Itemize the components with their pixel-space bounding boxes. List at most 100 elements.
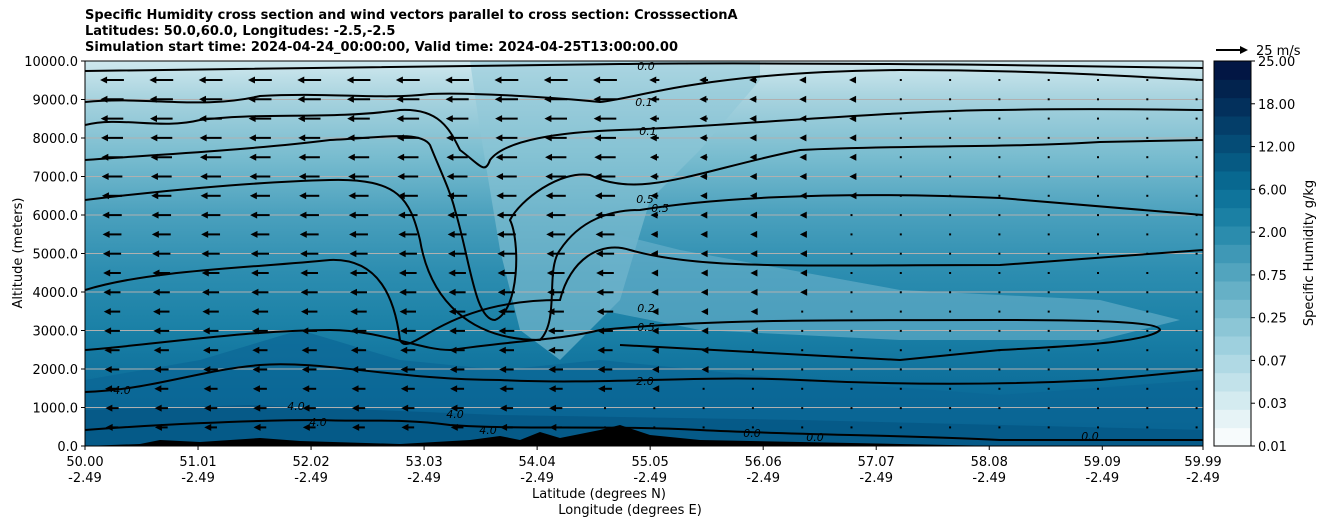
wind-reference-key: 25 m/s [1216,44,1301,59]
contour-label: 4.0 [287,400,305,413]
contour-label: 0.2 [637,302,655,315]
wind-vector [651,346,659,354]
wind-vector [1097,117,1099,120]
y-tick-label: 3000.0 [33,325,79,340]
wind-vector [445,95,469,103]
wind-vector [799,95,807,103]
x-tick-label-lon: -2.49 [407,471,441,486]
wind-vector [850,214,853,217]
wind-vector [699,153,708,161]
wind-vector [653,407,656,410]
wind-vector [544,134,567,142]
x-tick-label-lon: -2.49 [859,471,893,486]
wind-vector [298,134,321,142]
wind-vector [349,250,368,258]
wind-vector [899,407,902,410]
wind-reference-label: 25 m/s [1256,44,1301,59]
wind-vector [801,407,804,410]
wind-vector [699,134,708,142]
wind-vector [1195,136,1198,139]
contour-0-1-lower [85,108,1203,169]
wind-vector [849,134,857,142]
wind-vector [650,230,658,238]
wind-vector [1146,407,1149,410]
wind-vector [351,385,366,393]
wind-vector [252,366,268,373]
wind-vector [397,173,419,180]
wind-vector [104,346,120,354]
x-tick-label-lat: 58.08 [971,455,1008,470]
colorbar-segment [1214,152,1251,172]
wind-vector [849,192,857,200]
wind-vector [750,230,758,238]
wind-vector [445,76,470,84]
wind-vector [247,76,272,84]
wind-vector [150,134,173,142]
wind-vector [850,233,853,236]
wind-vector [1195,272,1198,274]
wind-vector [252,385,267,393]
wind-vector [998,98,1001,101]
wind-vector [450,385,465,393]
wind-vector [154,385,169,393]
wind-vector [1195,214,1198,217]
wind-vector [152,269,171,277]
colorbar-tick-label: 0.75 [1258,269,1287,284]
wind-vector [899,98,902,101]
chart-title: Specific Humidity cross section and wind… [85,8,738,56]
wind-vector [101,192,123,200]
wind-vector [302,423,316,431]
wind-vector [850,368,853,371]
x-tick-label-lon: -2.49 [68,471,102,486]
wind-vector [201,269,220,277]
wind-vector [949,117,952,120]
wind-vector [153,308,170,316]
wind-vector [252,346,268,354]
wind-vector [449,327,465,335]
wind-vector [544,115,567,123]
wind-vector [400,346,416,354]
wind-vector [799,115,807,123]
wind-vector [201,250,220,258]
wind-vector [351,366,366,373]
wind-vector [149,95,173,103]
colorbar-label: Specific Humidity g/kg [1302,180,1317,326]
wind-vector [949,136,952,139]
wind-vector [799,153,807,161]
wind-vector [547,288,565,296]
wind-vector [151,192,172,200]
wind-vector [598,385,612,393]
wind-vector [998,194,1001,197]
wind-vector [252,327,268,335]
wind-vector [496,173,517,180]
contour-0-0 [85,62,1203,72]
colorbar-segment [1214,409,1251,429]
wind-vector [1146,214,1149,217]
wind-vector [450,423,464,431]
wind-vector [497,250,516,258]
wind-vector [545,211,566,219]
wind-vector [1146,310,1149,313]
wind-vector [151,211,172,219]
wind-vector [1195,233,1198,236]
wind-vector [750,269,758,277]
wind-vector [449,366,465,373]
contour-lines [85,62,1203,441]
wind-vector [1146,233,1149,236]
wind-vector [548,346,564,354]
colorbar-segment [1214,79,1251,99]
wind-vector [251,269,269,277]
wind-vector [949,175,952,178]
wind-vector [1146,349,1149,352]
wind-vector [1146,117,1149,120]
wind-vector [1047,272,1050,274]
wind-vector [650,192,659,200]
wind-vector [649,153,659,161]
wind-vector [799,173,807,180]
wind-vector [949,387,952,390]
wind-vector [949,214,952,217]
wind-vector [1097,233,1099,236]
contour-label: 2.0 [636,375,654,388]
colorbar-tick-label: 0.01 [1258,440,1287,455]
wind-vector [849,95,857,103]
